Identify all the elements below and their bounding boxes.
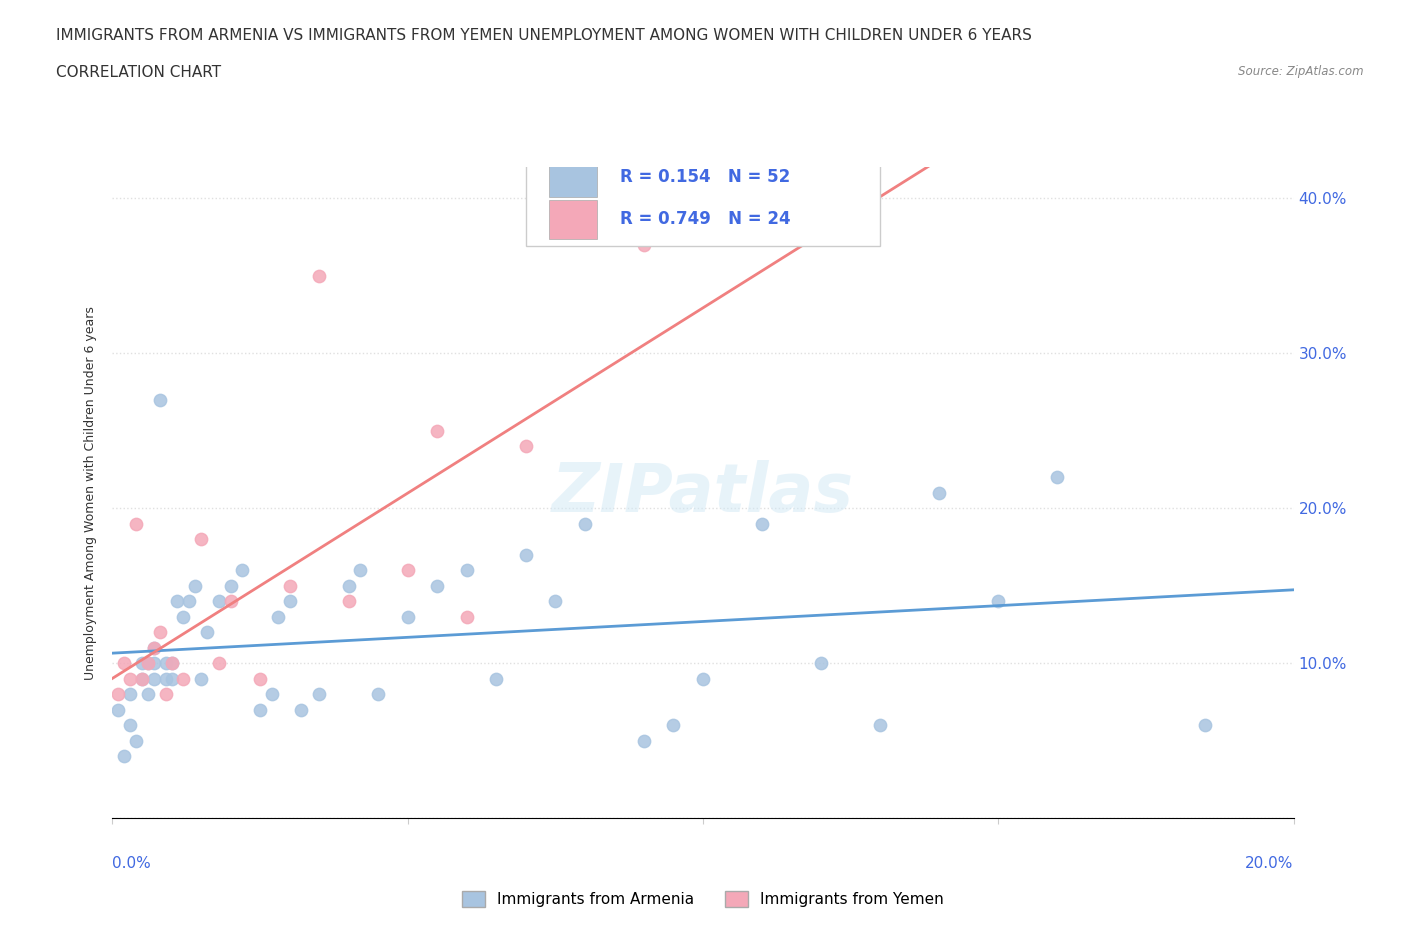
Point — [125, 734, 148, 749]
Point — [131, 671, 153, 686]
Point — [142, 656, 165, 671]
Point — [120, 718, 142, 733]
Legend: Immigrants from Armenia, Immigrants from Yemen: Immigrants from Armenia, Immigrants from… — [456, 884, 950, 913]
Point — [260, 687, 283, 702]
Point — [485, 671, 508, 686]
Point — [308, 269, 330, 284]
Point — [515, 439, 537, 454]
Point — [231, 563, 253, 578]
Point — [136, 656, 159, 671]
Point — [131, 671, 153, 686]
Point — [120, 671, 142, 686]
Point — [396, 609, 419, 624]
Point — [190, 671, 212, 686]
Point — [692, 671, 714, 686]
Text: R = 0.154   N = 52: R = 0.154 N = 52 — [620, 168, 790, 186]
Point — [142, 671, 165, 686]
Point — [190, 532, 212, 547]
Point — [160, 656, 183, 671]
Point — [184, 578, 207, 593]
Point — [278, 594, 301, 609]
Point — [112, 656, 135, 671]
Point — [396, 563, 419, 578]
Point — [172, 671, 194, 686]
Point — [249, 702, 271, 717]
Point — [337, 594, 360, 609]
Point — [662, 718, 685, 733]
Point — [1046, 470, 1069, 485]
Point — [107, 702, 129, 717]
Point — [515, 548, 537, 563]
Point — [120, 687, 142, 702]
Point — [278, 578, 301, 593]
Point — [125, 516, 148, 531]
Point — [219, 594, 242, 609]
Text: IMMIGRANTS FROM ARMENIA VS IMMIGRANTS FROM YEMEN UNEMPLOYMENT AMONG WOMEN WITH C: IMMIGRANTS FROM ARMENIA VS IMMIGRANTS FR… — [56, 28, 1032, 43]
Point — [367, 687, 389, 702]
Point — [179, 594, 201, 609]
Point — [149, 392, 172, 407]
Point — [149, 625, 172, 640]
Text: 0.0%: 0.0% — [112, 856, 152, 870]
Point — [249, 671, 271, 686]
Point — [456, 609, 478, 624]
Point — [112, 749, 135, 764]
Point — [195, 625, 218, 640]
Point — [155, 671, 177, 686]
Point — [208, 594, 231, 609]
Point — [810, 656, 832, 671]
Text: ZIPatlas: ZIPatlas — [553, 460, 853, 525]
Text: Source: ZipAtlas.com: Source: ZipAtlas.com — [1239, 65, 1364, 78]
Point — [267, 609, 290, 624]
FancyBboxPatch shape — [550, 200, 596, 239]
Point — [574, 516, 596, 531]
Point — [1194, 718, 1216, 733]
Point — [308, 687, 330, 702]
Point — [337, 578, 360, 593]
Text: 20.0%: 20.0% — [1246, 856, 1294, 870]
Y-axis label: Unemployment Among Women with Children Under 6 years: Unemployment Among Women with Children U… — [83, 306, 97, 680]
Point — [869, 718, 891, 733]
Point — [142, 641, 165, 656]
Point — [136, 656, 159, 671]
Point — [810, 222, 832, 237]
Point — [107, 687, 129, 702]
Point — [633, 734, 655, 749]
Point — [166, 594, 188, 609]
Point — [290, 702, 312, 717]
Point — [172, 609, 194, 624]
Point — [456, 563, 478, 578]
FancyBboxPatch shape — [526, 154, 880, 246]
Point — [160, 656, 183, 671]
Point — [219, 578, 242, 593]
Point — [160, 671, 183, 686]
Point — [426, 578, 449, 593]
Point — [544, 594, 567, 609]
Text: CORRELATION CHART: CORRELATION CHART — [56, 65, 221, 80]
Point — [987, 594, 1010, 609]
Point — [928, 485, 950, 500]
Point — [155, 687, 177, 702]
Point — [142, 641, 165, 656]
Point — [131, 656, 153, 671]
FancyBboxPatch shape — [550, 158, 596, 197]
Point — [208, 656, 231, 671]
Text: R = 0.749   N = 24: R = 0.749 N = 24 — [620, 210, 792, 229]
Point — [349, 563, 371, 578]
Point — [155, 656, 177, 671]
Point — [426, 423, 449, 438]
Point — [751, 516, 773, 531]
Point — [136, 687, 159, 702]
Point — [633, 237, 655, 252]
